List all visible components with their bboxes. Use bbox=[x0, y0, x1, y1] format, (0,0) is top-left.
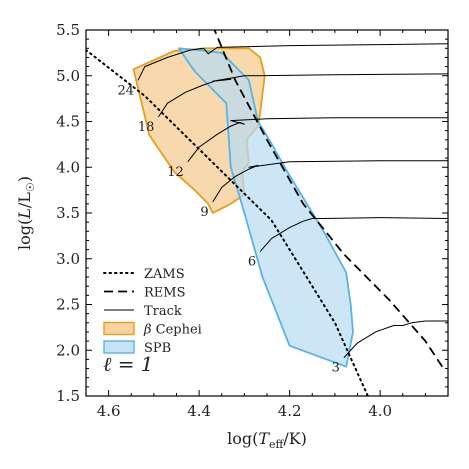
x-tick-label: 4.0 bbox=[368, 402, 392, 420]
x-axis-label: log(Teff/K) bbox=[227, 429, 307, 451]
legend-swatch-spb bbox=[103, 340, 135, 354]
mass-label-9: 9 bbox=[200, 205, 208, 220]
x-tick-label: 4.2 bbox=[278, 402, 302, 420]
mass-label-6: 6 bbox=[248, 254, 256, 269]
track-6-line bbox=[259, 217, 448, 252]
track-18-line bbox=[157, 73, 448, 118]
legend-label-zams: ZAMS bbox=[144, 267, 185, 282]
zams-line bbox=[86, 48, 369, 396]
y-tick-label: 2.0 bbox=[56, 341, 80, 359]
y-tick-label: 3.0 bbox=[56, 250, 80, 268]
y-tick-label: 2.5 bbox=[56, 296, 80, 314]
y-tick-label: 5.0 bbox=[56, 67, 80, 85]
mass-label-12: 12 bbox=[167, 165, 184, 180]
legend-label-spb: SPB bbox=[144, 341, 171, 356]
legend-label-rems: REMS bbox=[144, 286, 186, 301]
rems-line bbox=[213, 30, 445, 370]
track-3-line bbox=[343, 320, 448, 358]
x-tick-label: 4.4 bbox=[187, 402, 211, 420]
ell-annotation: ℓ = 1 bbox=[103, 352, 154, 376]
track-9-line bbox=[212, 160, 448, 203]
y-tick-label: 1.5 bbox=[56, 387, 80, 405]
mass-label-24: 24 bbox=[117, 83, 134, 98]
mass-label-18: 18 bbox=[138, 120, 155, 135]
track-12-line bbox=[187, 117, 448, 163]
legend-label-beta-cephei: β Cephei bbox=[143, 323, 202, 338]
legend-swatch-beta-cephei bbox=[103, 321, 135, 336]
track-24-line bbox=[137, 43, 448, 81]
x-tick-label: 4.6 bbox=[97, 402, 121, 420]
y-tick-label: 5.5 bbox=[56, 21, 80, 39]
spb-region bbox=[177, 47, 354, 368]
y-tick-label: 4.0 bbox=[56, 158, 80, 176]
legend-label-track: Track bbox=[144, 304, 182, 319]
y-axis-label: log(L/L☉) bbox=[15, 176, 37, 250]
y-tick-label: 3.5 bbox=[56, 204, 80, 222]
y-tick-label: 4.5 bbox=[56, 113, 80, 131]
legend: ZAMS REMS Track β Cephei SPB bbox=[103, 267, 202, 356]
mass-label-3: 3 bbox=[332, 361, 340, 376]
